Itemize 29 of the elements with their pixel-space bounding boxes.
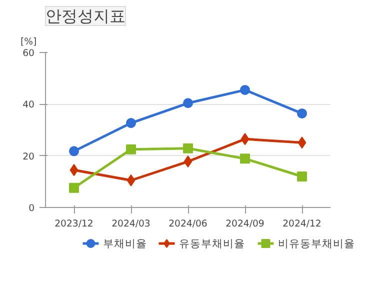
legend-label: 유동부채비율 [178, 237, 245, 250]
legend-label: 비유동부채비율 [278, 237, 355, 250]
y-tick-label: 60 [22, 48, 35, 59]
point [183, 143, 193, 154]
point [69, 146, 79, 156]
point [126, 144, 136, 154]
y-axis-title: [%] [20, 36, 37, 48]
point [184, 156, 192, 168]
y-tick-label: 0 [28, 203, 35, 214]
x-tick-label: 2024/12 [282, 218, 322, 230]
point [126, 118, 136, 128]
x-tick-label: 2024/09 [226, 218, 264, 230]
point [126, 174, 136, 186]
point [297, 172, 307, 182]
point [298, 136, 306, 149]
chart-title: 안정성지표 [46, 6, 126, 26]
point [69, 182, 79, 193]
point [240, 133, 250, 146]
y-tick-label: 20 [22, 151, 35, 162]
legend-label: 부채비율 [102, 237, 147, 250]
point [240, 84, 250, 95]
point [297, 108, 307, 118]
point [240, 154, 250, 164]
point [183, 98, 193, 108]
point [70, 164, 78, 176]
x-tick-label: 2024/06 [168, 218, 208, 230]
y-tick-label: 40 [22, 100, 35, 111]
x-tick-label: 2023/12 [54, 218, 94, 230]
x-tick-label: 2024/03 [112, 218, 150, 230]
